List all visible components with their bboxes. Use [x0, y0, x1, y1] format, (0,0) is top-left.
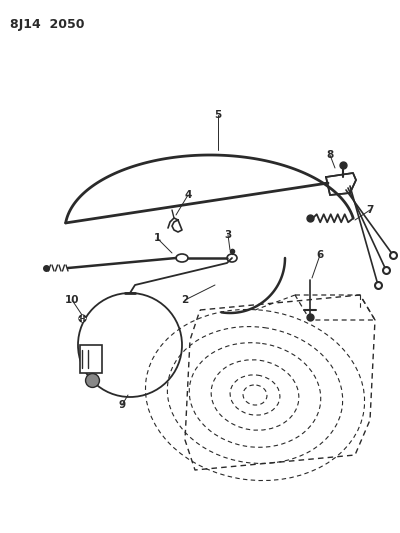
- Text: 7: 7: [366, 205, 374, 215]
- Text: 1: 1: [153, 233, 161, 243]
- Text: 8: 8: [326, 150, 334, 160]
- Text: 10: 10: [65, 295, 79, 305]
- Bar: [80, 345, 102, 373]
- Text: 2: 2: [181, 295, 189, 305]
- Text: 5: 5: [214, 110, 222, 120]
- Polygon shape: [326, 173, 356, 195]
- Text: 9: 9: [118, 400, 126, 410]
- Text: 4: 4: [184, 190, 192, 200]
- Text: 8J14  2050: 8J14 2050: [10, 18, 84, 31]
- Text: 3: 3: [224, 230, 232, 240]
- Text: 6: 6: [316, 250, 324, 260]
